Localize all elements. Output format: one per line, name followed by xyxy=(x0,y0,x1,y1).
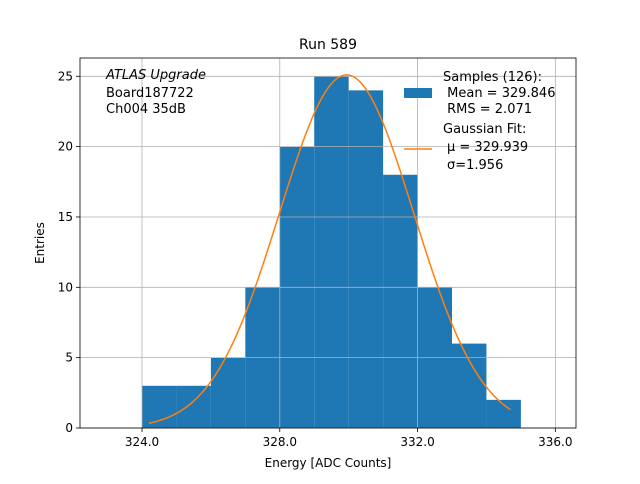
legend-samples-line-1: Samples (126): xyxy=(443,70,542,85)
y-tick-label: 15 xyxy=(58,210,73,224)
x-tick-label: 324.0 xyxy=(125,435,159,449)
legend: Samples (126): Mean = 329.846 RMS = 2.07… xyxy=(404,70,555,173)
histogram-bar xyxy=(348,90,384,428)
legend-fit-line-2: μ = 329.939 xyxy=(447,140,528,155)
x-axis-label: Energy [ADC Counts] xyxy=(265,456,392,470)
atlas-annotation: ATLAS Upgrade Board187722 Ch004 35dB xyxy=(105,68,206,117)
legend-samples-line-3: RMS = 2.071 xyxy=(443,102,532,117)
atlas-annotation-line-2: Board187722 xyxy=(106,86,194,101)
y-tick-label: 10 xyxy=(58,280,73,294)
y-tick-label: 20 xyxy=(58,140,73,154)
chart-title: Run 589 xyxy=(299,37,357,53)
y-tick-label: 0 xyxy=(65,421,73,435)
x-tick-label: 332.0 xyxy=(400,435,434,449)
legend-fit-line-3: σ=1.956 xyxy=(447,158,503,173)
x-tick-label: 336.0 xyxy=(538,435,572,449)
legend-samples-swatch xyxy=(404,88,432,98)
x-axis-ticks: 324.0 328.0 332.0 336.0 xyxy=(125,428,573,449)
histogram-bar xyxy=(383,174,418,428)
y-axis-ticks: 0 5 10 15 20 25 xyxy=(58,69,80,435)
legend-samples-line-2: Mean = 329.846 xyxy=(443,86,555,101)
atlas-annotation-line-1: ATLAS Upgrade xyxy=(105,68,206,83)
atlas-annotation-line-3: Ch004 35dB xyxy=(106,102,186,117)
y-tick-label: 25 xyxy=(58,69,73,83)
histogram-bar xyxy=(452,343,487,428)
y-tick-label: 5 xyxy=(65,351,73,365)
histogram-bar xyxy=(314,76,349,428)
histogram-bar xyxy=(176,385,211,428)
histogram-bar xyxy=(210,357,246,428)
histogram-bar xyxy=(142,385,177,428)
plot-frame xyxy=(79,57,577,429)
legend-fit-line-1: Gaussian Fit: xyxy=(443,122,526,137)
y-axis-label: Entries xyxy=(33,222,47,264)
x-tick-label: 328.0 xyxy=(263,435,297,449)
gaussian-fit-curve xyxy=(148,74,511,424)
